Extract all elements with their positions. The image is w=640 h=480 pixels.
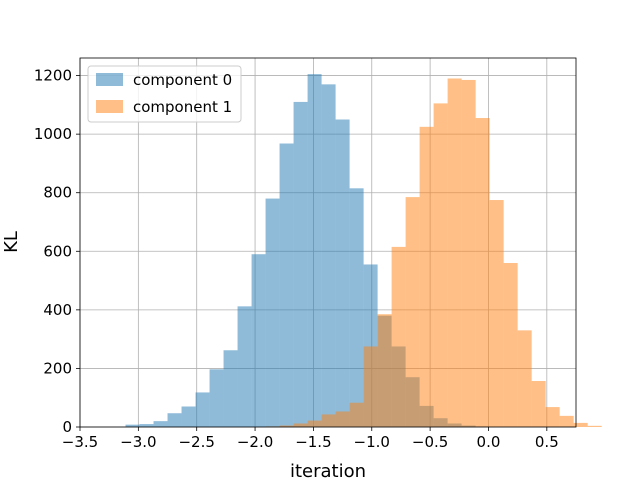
x-tick-label-5: −1.0 [354,433,390,451]
bar-s0-b2 [153,421,168,427]
bar-s1-b2 [293,423,308,427]
bar-s1-b12 [433,103,448,428]
x-axis-label: iteration [290,461,366,480]
x-tick-label-0: −3.5 [62,433,98,451]
bar-s1-b7 [363,346,378,427]
legend-frame [87,65,242,123]
bar-s1-b15 [475,118,490,428]
bar-s1-b8 [377,314,392,427]
bar-s0-b11 [279,143,294,427]
bar-s1-b13 [447,78,462,427]
bar-s1-b22 [573,422,588,427]
bar-s0-b6 [209,369,224,427]
bar-s1-b16 [489,200,504,427]
bar-s0-b4 [181,406,196,427]
bar-s1-b18 [517,330,532,427]
legend-swatch-component-1 [96,100,123,113]
bar-s0-b12 [293,101,308,427]
y-tick-label-6: 1200 [34,67,72,85]
bar-s0-b9 [251,254,266,427]
legend: component 0 component 1 [87,65,242,123]
x-tick-label-2: −2.5 [178,433,214,451]
x-tick-label-8: 0.5 [535,433,559,451]
bar-s0-b7 [223,350,238,427]
bar-s0-b16 [349,188,364,427]
bar-s0-b5 [195,392,210,427]
series-component-0 [125,74,490,427]
plot-frame [79,57,577,428]
bar-s1-b11 [419,126,434,428]
bar-s0-b14 [321,84,336,427]
bars [125,74,602,428]
y-tick-label-0: 0 [62,418,72,436]
x-tick-label-3: −2.0 [237,433,273,451]
bar-s1-b21 [559,415,574,427]
bar-s1-b1 [279,425,294,427]
bar-s1-b23 [587,425,602,427]
bar-s0-b15 [335,119,350,427]
x-tick-label-6: −0.5 [412,433,448,451]
bar-s0-b0 [125,424,140,427]
y-tick-label-5: 1000 [34,125,72,143]
bar-s1-b10 [405,197,420,427]
bar-s0-b1 [139,424,154,427]
x-tick-label-1: −3.0 [120,433,156,451]
legend-swatch-component-0 [96,73,123,86]
y-tick-label-3: 600 [43,242,72,260]
legend-label-component-1: component 1 [133,98,232,116]
bar-s1-b4 [321,414,336,427]
x-tick-label-4: −1.5 [295,433,331,451]
x-axis-ticks: −3.5 −3.0 −2.5 −2.0 −1.5 −1.0 −0.5 0.0 0.5 [62,427,559,451]
bar-s0-b13 [307,74,322,427]
series-component-1 [265,78,602,428]
bar-s1-b20 [545,407,560,427]
legend-label-component-0: component 0 [133,71,232,89]
y-axis-ticks: 0 200 400 600 800 1000 1200 [34,67,80,436]
bar-s1-b5 [335,411,350,427]
bar-s1-b14 [461,79,476,427]
y-tick-label-2: 400 [43,301,72,319]
bar-s1-b6 [349,402,364,427]
y-axis-label: KL [1,231,22,253]
y-tick-label-1: 200 [43,359,72,377]
bar-s1-b3 [307,420,322,427]
bar-s0-b3 [167,413,182,427]
x-tick-label-7: 0.0 [477,433,501,451]
bar-s1-b19 [531,381,546,427]
bar-s1-b17 [503,263,518,427]
bar-s1-b9 [391,246,406,427]
y-tick-label-4: 800 [43,184,72,202]
bar-s0-b8 [237,306,252,427]
bar-s0-b10 [265,198,280,427]
